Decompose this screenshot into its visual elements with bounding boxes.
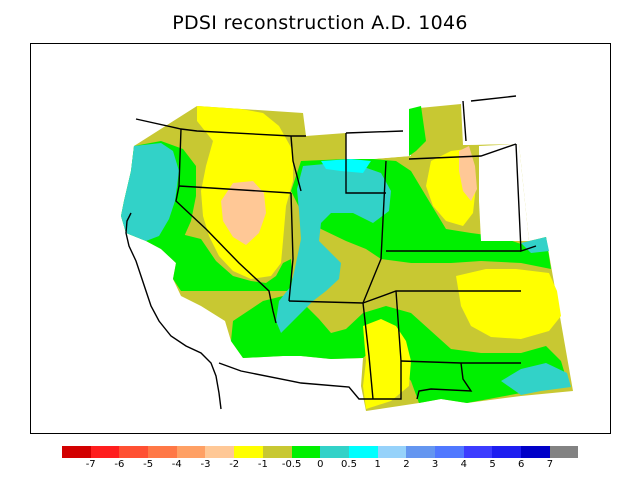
- colorbar-swatch: [262, 446, 292, 458]
- border-ks-ne: [515, 143, 537, 252]
- field-teal-nw: [121, 143, 179, 241]
- colorbar-tick-label: 1: [374, 459, 381, 470]
- border-wy-ut: [345, 133, 386, 194]
- border-mexico: [218, 362, 373, 400]
- colorbar-tick-label: 3: [431, 459, 439, 470]
- field-teal-central: [276, 163, 391, 333]
- boundaries: [125, 95, 537, 410]
- border-or-north: [135, 118, 306, 137]
- border-nv-ut: [288, 192, 294, 302]
- colorbar-swatch: [463, 446, 493, 458]
- colorbar-swatch: [205, 446, 235, 458]
- field-green-west-upper: [173, 233, 293, 291]
- field-teal-se: [501, 363, 571, 395]
- colorbar-tick-label: -6: [114, 459, 125, 470]
- colorbar-tick-label: 6: [518, 459, 525, 470]
- border-tx-pan: [416, 362, 473, 400]
- colorbar-tick-label: -3: [200, 459, 211, 470]
- colorbar-tick-label: -1: [257, 459, 268, 470]
- colorbar-swatch: [406, 446, 435, 458]
- border-nm-tx: [373, 290, 402, 400]
- field-tan-west: [221, 181, 266, 245]
- map-title: PDSI reconstruction A.D. 1046: [172, 12, 468, 34]
- border-nd: [462, 100, 467, 142]
- colorbar-tick-label: -4: [171, 459, 182, 470]
- border-id-nv: [178, 185, 292, 194]
- border-mt-wy: [345, 130, 404, 134]
- colorbar-tick-label: 5: [489, 459, 496, 470]
- colorbar-swatch: [492, 446, 521, 458]
- colorbar-swatch: [521, 446, 550, 458]
- colorbar-tick-label: 0.5: [341, 459, 357, 470]
- colorbar: [62, 446, 579, 458]
- colorbar-swatch: [62, 446, 91, 458]
- border-ca-nv: [175, 128, 277, 324]
- coastline-west: [125, 212, 222, 410]
- field-green-ne: [409, 106, 426, 156]
- colorbar-tick-label: -2: [229, 459, 240, 470]
- border-ut-az: [288, 300, 364, 304]
- border-mt-east: [470, 95, 517, 102]
- colorbar-labels: -7 -6 -5 -4 -3 -2 -1 -0.5 0 0.5 1 2 3 4 5 6 7: [0, 459, 640, 475]
- blank-wyoming: [346, 101, 409, 159]
- colorbar-swatch: [291, 446, 321, 458]
- blank-montana-edge: [463, 101, 519, 145]
- pdsi-field: [121, 101, 573, 411]
- colorbar-swatch: [348, 446, 378, 458]
- colorbar-swatch: [549, 446, 579, 458]
- map-panel: [30, 43, 611, 434]
- colorbar-swatch: [119, 446, 149, 458]
- field-tan-ne: [459, 146, 477, 201]
- colorbar-swatch: [377, 446, 407, 458]
- colorbar-tick-label: 7: [546, 459, 554, 470]
- border-az-nm: [362, 302, 374, 400]
- colorbar-tick-label: -5: [143, 459, 154, 470]
- colorbar-tick-label: 4: [460, 459, 467, 470]
- colorbar-swatch: [90, 446, 120, 458]
- pdsi-map: [121, 95, 573, 411]
- border-co-nm: [362, 290, 456, 304]
- colorbar-swatch: [234, 446, 263, 458]
- colorbar-tick-label: -0.5: [281, 459, 302, 470]
- colorbar-tick-label: 0: [317, 459, 324, 470]
- border-ne-sd: [408, 143, 517, 160]
- colorbar-tick-label: 2: [403, 459, 410, 470]
- field-yellow-east: [456, 269, 561, 339]
- colorbar-swatch: [176, 446, 206, 458]
- border-id-mt: [290, 135, 302, 192]
- colorbar-swatch: [320, 446, 349, 458]
- colorbar-swatch: [148, 446, 177, 458]
- colorbar-swatch: [434, 446, 464, 458]
- colorbar-tick-label: -7: [85, 459, 96, 470]
- blank-dakota: [479, 144, 529, 241]
